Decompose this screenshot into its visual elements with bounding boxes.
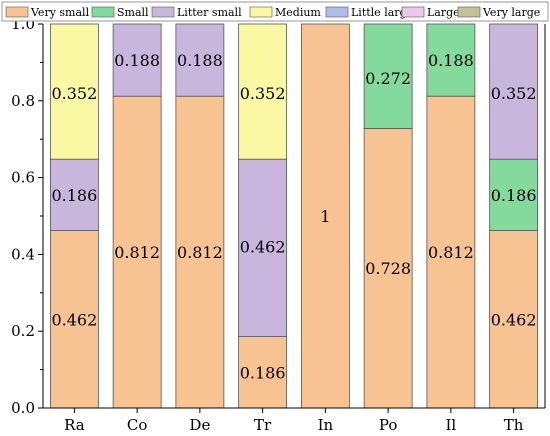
bar-de-litter-small [175, 23, 225, 97]
data-label: 0.812 [428, 243, 474, 262]
data-label: 0.352 [491, 84, 537, 103]
x-tick-label: Il [446, 416, 457, 434]
bar-po-small [363, 23, 413, 129]
data-label: 0.186 [240, 363, 286, 382]
data-label: 0.812 [177, 243, 223, 262]
legend-swatch [401, 6, 425, 18]
bar-in-very-small [300, 23, 350, 409]
bar-th-litter-small [489, 23, 539, 160]
data-label: 0.352 [240, 84, 286, 103]
data-label: 0.462 [51, 310, 97, 329]
y-tick-label: 0.0 [11, 399, 35, 417]
legend-label: Very small [30, 6, 90, 19]
bar-tr-litter-small [238, 158, 288, 337]
data-label: 1 [320, 207, 330, 226]
x-tick-label: Ra [64, 416, 85, 434]
x-tick-label: Co [127, 416, 148, 434]
y-tick-label: 0.6 [11, 169, 35, 187]
legend-label: Medium [275, 6, 321, 19]
bar-ra-litter-small [49, 158, 99, 231]
x-tick-label: Po [379, 416, 398, 434]
data-label: 0.188 [428, 51, 474, 70]
x-tick-label: Th [504, 416, 524, 434]
data-label: 0.352 [51, 84, 97, 103]
legend-label: Very large [482, 6, 540, 19]
legend-swatch [5, 6, 29, 18]
legend: Very small Small Litter small Medium Little … [1, 1, 549, 22]
legend-swatch [91, 6, 115, 18]
y-tick-label: 0.8 [11, 92, 35, 110]
legend-swatch [151, 6, 175, 18]
data-label: 0.188 [177, 51, 223, 70]
data-label: 0.272 [365, 69, 411, 88]
bar-ra-very-small [49, 230, 99, 409]
data-label: 0.186 [491, 186, 537, 205]
y-tick-label: 0.4 [11, 245, 35, 263]
legend-swatch [325, 6, 349, 18]
bar-th-small [489, 158, 539, 231]
x-tick-label: Tr [254, 416, 272, 434]
bar-de-very-small [175, 95, 225, 409]
legend-label: Large [427, 6, 460, 19]
bar-co-very-small [112, 95, 162, 409]
data-label: 0.188 [114, 51, 160, 70]
legend-label: Litter small [177, 6, 242, 19]
x-tick-label: De [189, 416, 210, 434]
legend-label: Little large [351, 6, 413, 19]
data-label: 0.186 [51, 186, 97, 205]
bar-po-very-small [363, 128, 413, 409]
ticks-group: 0.00.20.40.60.81.0Ra Co De Tr In Po Il Th [11, 15, 524, 434]
bar-ra-medium [49, 23, 99, 160]
legend-swatch [457, 6, 481, 18]
bar-tr-very-small [238, 336, 288, 409]
legend-label: Small [117, 6, 149, 19]
x-tick-label: In [318, 416, 334, 434]
y-tick-label: 0.2 [11, 322, 35, 340]
bars-group [49, 23, 539, 409]
legend-swatch [249, 6, 273, 18]
data-label: 0.462 [491, 310, 537, 329]
data-label: 0.728 [365, 259, 411, 278]
bar-th-very-small [489, 230, 539, 409]
data-label: 0.812 [114, 243, 160, 262]
bar-tr-medium [238, 23, 288, 160]
data-label: 0.462 [240, 238, 286, 257]
bar-il-small [426, 23, 476, 97]
data-labels-group: 0.352 0.186 0.462 0.188 0.812 0.188 0.812 0.352… [51, 51, 536, 382]
bar-co-litter-small [112, 23, 162, 97]
